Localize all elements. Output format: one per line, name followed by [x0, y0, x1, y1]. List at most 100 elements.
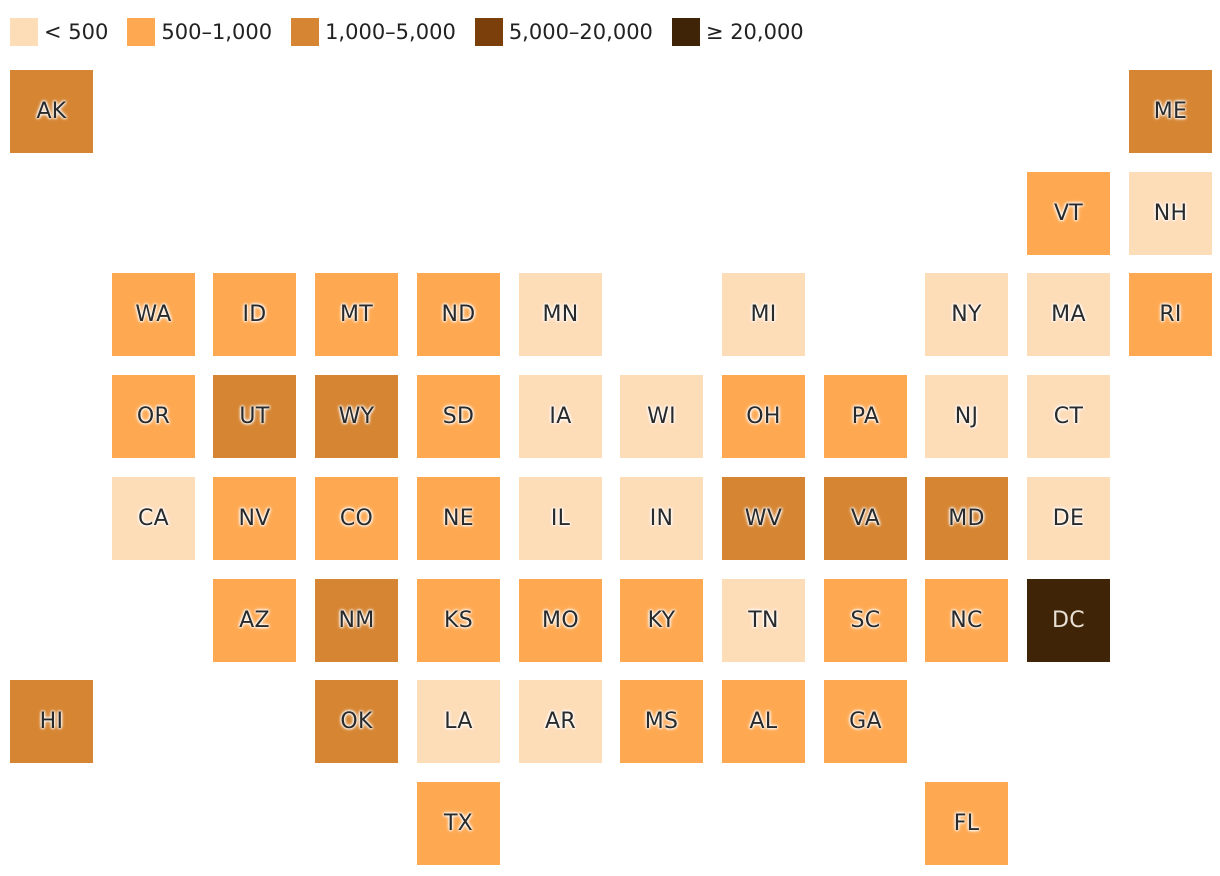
legend-item: 1,000–5,000 — [291, 18, 456, 46]
state-tile-hi: HI — [10, 680, 93, 763]
state-label: CA — [137, 506, 169, 531]
state-label: LA — [444, 709, 473, 734]
legend: < 500 500–1,000 1,000–5,000 5,000–20,000 ≥ 2… — [10, 18, 823, 46]
state-tile-ma: MA — [1027, 273, 1110, 356]
state-tile-co: CO — [315, 477, 398, 560]
state-label: WV — [744, 506, 783, 531]
state-tile-ny: NY — [925, 273, 1008, 356]
state-label: AR — [545, 709, 576, 734]
state-label: MD — [948, 506, 985, 531]
state-tile-la: LA — [417, 680, 500, 763]
state-tile-wi: WI — [620, 375, 703, 458]
state-label: MA — [1051, 302, 1086, 327]
state-label: CT — [1053, 404, 1084, 429]
state-tile-or: OR — [112, 375, 195, 458]
state-tile-mn: MN — [519, 273, 602, 356]
state-label: OH — [746, 404, 781, 429]
state-label: ME — [1153, 99, 1188, 124]
state-tile-va: VA — [824, 477, 907, 560]
legend-item: 5,000–20,000 — [474, 18, 653, 46]
state-tile-fl: FL — [925, 782, 1008, 865]
state-tile-de: DE — [1027, 477, 1110, 560]
state-tile-ks: KS — [417, 579, 500, 662]
state-label: PA — [851, 404, 880, 429]
state-tile-az: AZ — [213, 579, 296, 662]
state-tile-ia: IA — [519, 375, 602, 458]
state-tile-nv: NV — [213, 477, 296, 560]
state-tile-ut: UT — [213, 375, 296, 458]
state-tile-ak: AK — [10, 70, 93, 153]
state-label: MS — [644, 709, 679, 734]
state-label: VT — [1053, 201, 1084, 226]
state-label: ID — [242, 302, 267, 327]
legend-swatch — [671, 18, 700, 46]
state-label: IA — [549, 404, 572, 429]
state-label: FL — [953, 811, 980, 836]
state-label: TN — [748, 608, 779, 633]
state-tile-al: AL — [722, 680, 805, 763]
legend-item: < 500 — [10, 18, 108, 46]
legend-swatch — [127, 18, 156, 46]
state-label: RI — [1159, 302, 1182, 327]
state-label: HI — [39, 709, 64, 734]
state-label: MO — [542, 608, 579, 633]
state-tile-ct: CT — [1027, 375, 1110, 458]
state-label: WI — [647, 404, 676, 429]
state-tile-wy: WY — [315, 375, 398, 458]
state-tile-dc: DC — [1027, 579, 1110, 662]
state-label: DC — [1052, 608, 1085, 633]
state-label: UT — [239, 404, 270, 429]
state-tile-tx: TX — [417, 782, 500, 865]
state-label: CO — [339, 506, 374, 531]
state-tile-wa: WA — [112, 273, 195, 356]
state-tile-mi: MI — [722, 273, 805, 356]
state-tile-wv: WV — [722, 477, 805, 560]
state-tile-il: IL — [519, 477, 602, 560]
state-label: GA — [849, 709, 882, 734]
state-tile-tn: TN — [722, 579, 805, 662]
state-label: AK — [36, 99, 67, 124]
state-label: WA — [135, 302, 172, 327]
state-label: KY — [647, 608, 676, 633]
state-tile-vt: VT — [1027, 172, 1110, 255]
legend-label: ≥ 20,000 — [705, 20, 804, 44]
state-tile-ne: NE — [417, 477, 500, 560]
state-tile-pa: PA — [824, 375, 907, 458]
legend-swatch — [10, 18, 38, 46]
state-label: MI — [750, 302, 777, 327]
state-tile-ar: AR — [519, 680, 602, 763]
state-label: SC — [850, 608, 881, 633]
state-tile-nd: ND — [417, 273, 500, 356]
state-tile-me: ME — [1129, 70, 1212, 153]
state-tile-md: MD — [925, 477, 1008, 560]
legend-item: 500–1,000 — [127, 18, 272, 46]
state-label: NJ — [954, 404, 979, 429]
state-tile-ga: GA — [824, 680, 907, 763]
state-label: ND — [441, 302, 476, 327]
state-label: DE — [1052, 506, 1085, 531]
legend-label: 5,000–20,000 — [508, 20, 653, 44]
state-label: MN — [542, 302, 579, 327]
state-label: NY — [951, 302, 982, 327]
state-tile-ca: CA — [112, 477, 195, 560]
state-label: SD — [442, 404, 475, 429]
state-label: TX — [443, 811, 474, 836]
state-tile-sd: SD — [417, 375, 500, 458]
state-label: OR — [136, 404, 171, 429]
state-tile-nh: NH — [1129, 172, 1212, 255]
state-label: NC — [950, 608, 983, 633]
legend-label: 1,000–5,000 — [325, 20, 456, 44]
legend-swatch — [291, 18, 320, 46]
state-label: AL — [749, 709, 778, 734]
state-tile-ms: MS — [620, 680, 703, 763]
legend-label: < 500 — [44, 20, 109, 44]
state-tile-sc: SC — [824, 579, 907, 662]
state-tile-ok: OK — [315, 680, 398, 763]
state-label: VA — [850, 506, 881, 531]
state-tile-mo: MO — [519, 579, 602, 662]
state-tile-ky: KY — [620, 579, 703, 662]
state-label: IN — [649, 506, 674, 531]
state-tile-nj: NJ — [925, 375, 1008, 458]
state-label: NH — [1153, 201, 1188, 226]
